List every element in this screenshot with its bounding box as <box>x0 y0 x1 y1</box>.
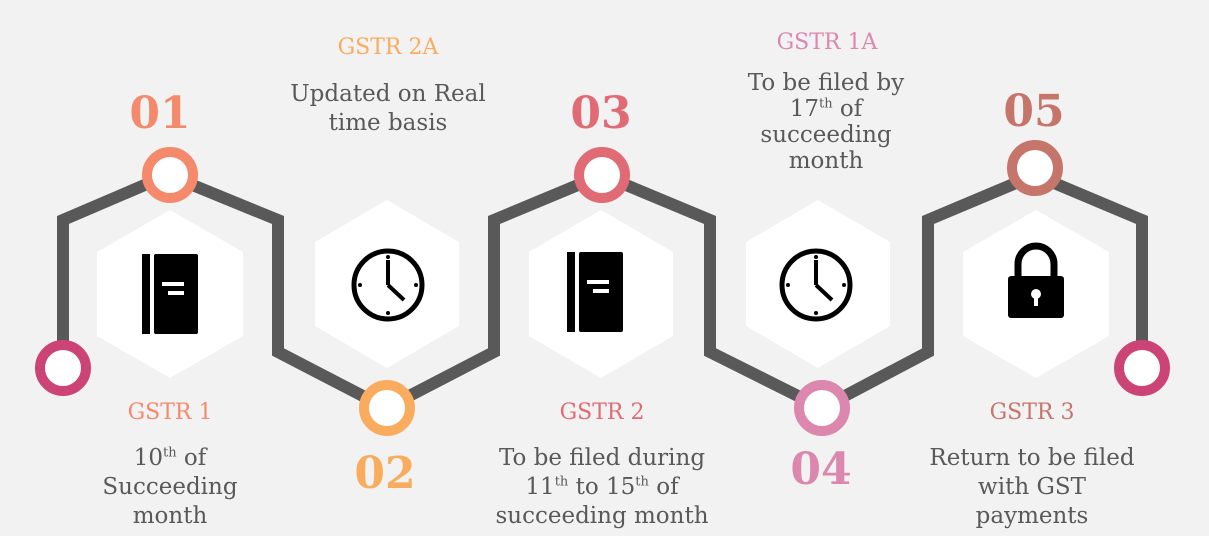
step-number-03: 03 <box>570 88 632 139</box>
step-desc-05: Return to be filed with GST payments <box>912 444 1152 531</box>
step-title-02: GSTR 2A <box>337 35 439 60</box>
book-icon <box>142 254 198 334</box>
desc-line: Return to be filed <box>929 445 1135 471</box>
desc-line: month <box>132 503 208 529</box>
step-number-04: 04 <box>790 444 852 495</box>
milestone-circle-03 <box>574 147 630 203</box>
desc-line: time basis <box>328 110 448 136</box>
desc-line: 17th of <box>789 96 863 122</box>
step-title-05: GSTR 3 <box>989 400 1075 425</box>
milestone-circle-01 <box>142 147 198 203</box>
desc-line: 10th of <box>133 445 207 471</box>
milestone-circle-end <box>1114 340 1170 396</box>
desc-line: Updated on Real <box>290 81 486 107</box>
milestone-circle-start <box>35 340 91 396</box>
book-icon <box>567 252 623 332</box>
desc-line: payments <box>975 503 1089 529</box>
step-title-03: GSTR 2 <box>559 400 645 425</box>
step-title-04: GSTR 1A <box>776 30 878 55</box>
clock-icon <box>779 248 853 322</box>
desc-line: with GST <box>978 474 1086 500</box>
desc-line: Succeeding <box>102 474 238 500</box>
step-number-01: 01 <box>129 88 191 139</box>
desc-line: 11th to 15th of <box>525 474 679 500</box>
desc-line: To be filed by <box>747 70 905 96</box>
milestone-circle-05 <box>1007 140 1063 196</box>
step-desc-01: 10th of Succeeding month <box>70 444 270 531</box>
milestone-circle-04 <box>794 380 850 436</box>
step-desc-03: To be filed during 11th to 15th of succe… <box>482 444 722 531</box>
step-number-02: 02 <box>354 448 416 499</box>
step-number-05: 05 <box>1003 86 1065 137</box>
clock-icon <box>351 248 425 322</box>
step-title-01: GSTR 1 <box>127 400 213 425</box>
step-desc-02: Updated on Real time basis <box>268 80 508 138</box>
step-desc-04: To be filed by 17th of succeeding month <box>716 70 936 174</box>
lock-icon <box>1008 242 1064 318</box>
desc-line: succeeding <box>760 122 892 148</box>
milestone-circle-02 <box>359 380 415 436</box>
desc-line: To be filed during <box>498 445 706 471</box>
desc-line: succeeding month <box>495 503 709 529</box>
desc-line: month <box>788 148 864 174</box>
